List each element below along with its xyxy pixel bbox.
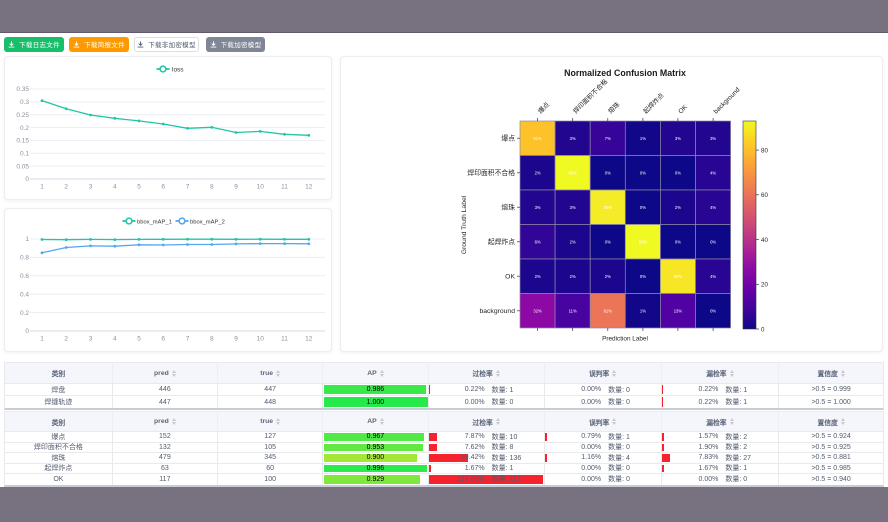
svg-text:0.8: 0.8: [20, 255, 29, 262]
svg-text:0%: 0%: [605, 170, 611, 175]
svg-text:2%: 2%: [605, 274, 611, 279]
svg-text:0%: 0%: [640, 205, 646, 210]
svg-text:bbox_mAP_1: bbox_mAP_1: [137, 219, 172, 225]
svg-text:10: 10: [257, 184, 265, 191]
svg-text:0.25: 0.25: [16, 112, 29, 119]
svg-text:0.2: 0.2: [20, 310, 29, 317]
svg-text:Ground Truth Label: Ground Truth Label: [461, 195, 468, 254]
svg-text:2: 2: [64, 184, 68, 191]
svg-text:起焊炸点: 起焊炸点: [488, 237, 515, 246]
svg-text:2%: 2%: [535, 274, 541, 279]
svg-text:93%: 93%: [639, 239, 648, 244]
svg-text:1: 1: [40, 336, 44, 343]
svg-text:1: 1: [25, 236, 29, 243]
svg-text:4: 4: [113, 336, 117, 343]
svg-text:0.3: 0.3: [20, 99, 29, 106]
svg-text:0%: 0%: [675, 170, 681, 175]
svg-text:93%: 93%: [569, 170, 578, 175]
svg-text:40: 40: [761, 237, 768, 244]
svg-text:7%: 7%: [605, 136, 611, 141]
svg-text:1%: 1%: [640, 136, 646, 141]
svg-text:9: 9: [234, 336, 238, 343]
svg-text:loss: loss: [172, 67, 184, 74]
svg-text:background: background: [479, 308, 515, 315]
svg-text:3%: 3%: [710, 136, 716, 141]
svg-text:13%: 13%: [674, 308, 683, 313]
svg-text:0.15: 0.15: [16, 138, 29, 145]
svg-text:8: 8: [210, 184, 214, 191]
svg-text:0.6: 0.6: [20, 273, 29, 280]
svg-text:0.35: 0.35: [16, 86, 29, 93]
svg-text:0.1: 0.1: [20, 151, 29, 158]
svg-text:11%: 11%: [569, 308, 577, 313]
svg-text:3: 3: [89, 336, 93, 343]
svg-text:32%: 32%: [533, 308, 542, 313]
svg-text:0: 0: [25, 328, 29, 335]
svg-text:4%: 4%: [710, 170, 716, 175]
svg-text:2%: 2%: [535, 170, 541, 175]
svg-text:爆点: 爆点: [536, 100, 552, 116]
svg-text:2%: 2%: [570, 274, 576, 279]
svg-text:10: 10: [257, 336, 265, 343]
svg-text:熔珠: 熔珠: [501, 203, 515, 212]
svg-text:0%: 0%: [640, 274, 646, 279]
svg-text:60: 60: [761, 192, 768, 199]
svg-text:6: 6: [161, 184, 165, 191]
svg-text:80: 80: [761, 148, 768, 155]
svg-text:1%: 1%: [640, 308, 646, 313]
svg-text:Prediction Label: Prediction Label: [602, 336, 648, 343]
svg-text:11: 11: [281, 184, 288, 191]
svg-text:4: 4: [113, 184, 117, 191]
svg-text:12: 12: [305, 336, 313, 343]
svg-text:12: 12: [305, 184, 313, 191]
svg-text:bbox_mAP_2: bbox_mAP_2: [190, 219, 225, 225]
svg-text:0.05: 0.05: [16, 163, 29, 170]
svg-text:5: 5: [137, 336, 141, 343]
svg-text:0: 0: [761, 326, 765, 333]
svg-text:6%: 6%: [535, 239, 541, 244]
svg-text:0: 0: [25, 176, 29, 183]
svg-text:3%: 3%: [675, 136, 681, 141]
svg-text:90%: 90%: [604, 205, 613, 210]
svg-text:9: 9: [234, 184, 238, 191]
svg-text:5: 5: [137, 184, 141, 191]
svg-text:2%: 2%: [675, 205, 681, 210]
svg-text:6: 6: [161, 336, 165, 343]
svg-text:熔珠: 熔珠: [606, 100, 622, 116]
svg-text:3%: 3%: [570, 136, 576, 141]
svg-text:焊印面积不合格: 焊印面积不合格: [467, 168, 515, 177]
svg-text:0.4: 0.4: [20, 291, 29, 298]
svg-text:81%: 81%: [533, 136, 542, 141]
svg-text:7: 7: [186, 336, 190, 343]
svg-text:2: 2: [64, 336, 68, 343]
svg-text:4%: 4%: [710, 274, 716, 279]
svg-text:3%: 3%: [535, 205, 541, 210]
svg-text:0.2: 0.2: [20, 125, 29, 132]
svg-text:3%: 3%: [570, 205, 576, 210]
svg-text:0%: 0%: [605, 239, 611, 244]
svg-text:0%: 0%: [710, 239, 716, 244]
svg-text:11: 11: [281, 336, 288, 343]
svg-text:OK: OK: [505, 274, 515, 281]
svg-text:89%: 89%: [674, 274, 683, 279]
svg-text:起焊炸点: 起焊炸点: [641, 90, 666, 115]
svg-text:1: 1: [40, 184, 44, 191]
svg-text:20: 20: [761, 282, 768, 289]
svg-text:焊印面积不合格: 焊印面积不合格: [571, 77, 610, 116]
svg-text:background: background: [713, 86, 742, 115]
svg-text:OK: OK: [677, 103, 689, 115]
svg-text:4%: 4%: [710, 205, 716, 210]
svg-text:3: 3: [89, 184, 93, 191]
svg-text:61%: 61%: [604, 308, 613, 313]
svg-text:0%: 0%: [710, 308, 716, 313]
svg-text:7: 7: [186, 184, 190, 191]
svg-text:爆点: 爆点: [501, 134, 515, 143]
svg-text:8: 8: [210, 336, 214, 343]
svg-text:Normalized Confusion Matrix: Normalized Confusion Matrix: [564, 68, 686, 78]
svg-text:0%: 0%: [675, 239, 681, 244]
svg-text:2%: 2%: [570, 239, 576, 244]
svg-text:0%: 0%: [640, 170, 646, 175]
